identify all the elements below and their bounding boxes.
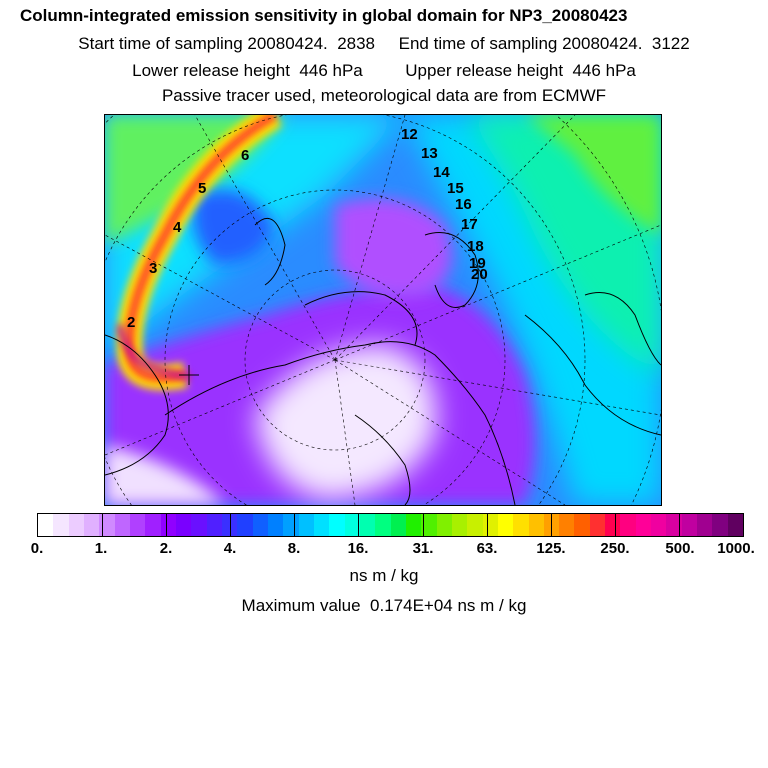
colorbar-tick: [102, 514, 104, 536]
colorbar-segment: [38, 514, 54, 536]
colorbar-tick: [550, 514, 552, 536]
colorbar-segment: [344, 514, 360, 536]
colorbar-segment: [605, 514, 621, 536]
colorbar-label: 2.: [159, 540, 173, 557]
colorbar-segment: [375, 514, 391, 536]
colorbar-label: 1000.: [717, 540, 755, 557]
trajectory-label: 15: [447, 180, 464, 197]
colorbar-segment: [513, 514, 529, 536]
colorbar-segment: [436, 514, 452, 536]
colorbar-segment: [405, 514, 422, 536]
colorbar-segment: [99, 514, 115, 536]
colorbar-segment: [467, 514, 483, 536]
colorbar-tick: [230, 514, 232, 536]
colorbar-segment: [559, 514, 575, 536]
colorbar-tick: [166, 514, 168, 536]
colorbar-segment: [175, 514, 192, 536]
colorbar-segment: [129, 514, 146, 536]
trajectory-label: 17: [461, 216, 478, 233]
colorbar-segment: [237, 514, 253, 536]
sampling-time-line: Start time of sampling 20080424. 2838 En…: [78, 34, 690, 53]
colorbar-segment: [651, 514, 667, 536]
colorbar-tick: [486, 514, 488, 536]
colorbar-segment: [359, 514, 376, 536]
colorbar-label: 8.: [287, 540, 301, 557]
colorbar-segment: [620, 514, 636, 536]
colorbar-segment: [68, 514, 84, 536]
release-point-marker: [179, 365, 199, 385]
colorbar-label: 250.: [600, 540, 630, 557]
plot-title: Column-integrated emission sensitivity i…: [20, 6, 628, 25]
trajectory-label: 18: [467, 238, 484, 255]
colorbar-segment: [313, 514, 330, 536]
colorbar-segment: [206, 514, 222, 536]
colorbar-segment: [53, 514, 69, 536]
colorbar-label: 31.: [412, 540, 434, 557]
colorbar-segment: [114, 514, 130, 536]
colorbar-tick: [358, 514, 360, 536]
maximum-value-text: Maximum value 0.174E+04 ns m / kg: [241, 596, 527, 615]
colorbar-segment: [574, 514, 590, 536]
colorbar-label: 16.: [347, 540, 369, 557]
colorbar-label: 4.: [223, 540, 237, 557]
trajectory-label: 14: [433, 164, 450, 181]
tracer-info-line: Passive tracer used, meteorological data…: [161, 86, 607, 105]
colorbar-segment: [666, 514, 682, 536]
colorbar-label: 1.: [94, 540, 108, 557]
trajectory-label: 3: [149, 260, 157, 277]
colorbar-label: 125.: [536, 540, 566, 557]
colorbar-segment: [635, 514, 652, 536]
colorbar-segment: [482, 514, 498, 536]
colorbar-segment: [697, 514, 713, 536]
colorbar-segment: [252, 514, 268, 536]
colorbar-segment: [589, 514, 606, 536]
colorbar-segment: [267, 514, 284, 536]
colorbar-segment: [681, 514, 698, 536]
colorbar-label: 0.: [30, 540, 44, 557]
trajectory-label: 20: [471, 266, 488, 283]
colorbar-segment: [191, 514, 207, 536]
colorbar-segment: [283, 514, 299, 536]
colorbar-segment: [221, 514, 238, 536]
sensitivity-field: [105, 115, 661, 505]
colorbar-label: 500.: [665, 540, 695, 557]
release-height-line: Lower release height 446 hPa Upper relea…: [132, 61, 636, 80]
colorbar-segment: [298, 514, 314, 536]
colorbar-segment: [727, 514, 744, 536]
trajectory-label: 16: [455, 196, 472, 213]
colorbar-segment: [160, 514, 176, 536]
trajectory-label: 6: [241, 147, 249, 164]
trajectory-label: 12: [401, 126, 418, 143]
colorbar-tick: [294, 514, 296, 536]
colorbar-tick: [614, 514, 616, 536]
trajectory-label: 4: [173, 219, 182, 236]
sensitivity-map: 2 3 4 5 6 12 13 14 15 16 17 18 19 20: [104, 114, 662, 506]
colorbar-tick: [422, 514, 424, 536]
colorbar-segment: [83, 514, 100, 536]
graticule: [105, 115, 661, 505]
map-canvas: 2 3 4 5 6 12 13 14 15 16 17 18 19 20: [105, 115, 661, 505]
colorbar-segment: [497, 514, 514, 536]
colorbar-segment: [421, 514, 437, 536]
colorbar-segment: [390, 514, 406, 536]
trajectory-labels: 2 3 4 5 6 12 13 14 15 16 17 18 19 20: [127, 126, 488, 331]
colorbar-segment: [451, 514, 468, 536]
colorbar-label: 63.: [476, 540, 498, 557]
colorbar-segment: [145, 514, 161, 536]
trajectory-label: 2: [127, 314, 135, 331]
trajectory-label: 5: [198, 180, 206, 197]
colorbar-segment: [329, 514, 345, 536]
trajectory-label: 19: [469, 255, 486, 272]
colorbar-units: ns m / kg: [349, 566, 419, 585]
colorbar-segment: [528, 514, 544, 536]
colorbar: [37, 513, 744, 537]
colorbar-tick: [678, 514, 680, 536]
colorbar-segment: [712, 514, 728, 536]
trajectory-label: 13: [421, 145, 438, 162]
coastlines: [105, 217, 661, 505]
